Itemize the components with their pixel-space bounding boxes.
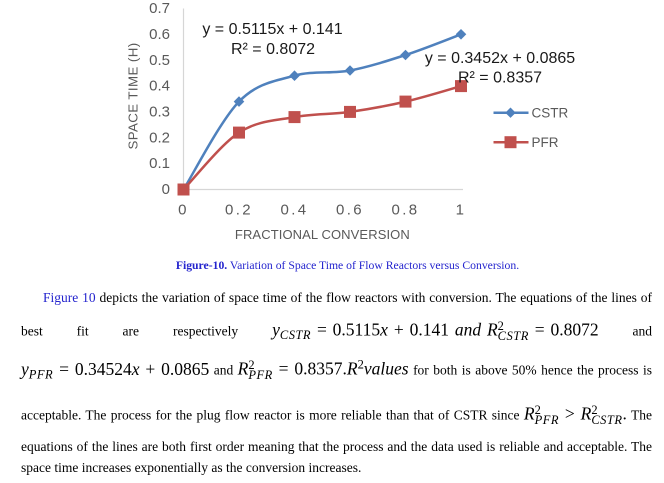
svg-text:0.1: 0.1 — [149, 155, 170, 172]
svg-text:0.3: 0.3 — [149, 104, 170, 121]
svg-text:0.5: 0.5 — [149, 52, 170, 69]
svg-text:PFR: PFR — [532, 135, 559, 150]
svg-text:0.7: 0.7 — [149, 0, 170, 17]
svg-text:0.2: 0.2 — [149, 129, 170, 146]
svg-text:0.6: 0.6 — [149, 26, 170, 43]
svg-text:y = 0.3452x + 0.0865: y = 0.3452x + 0.0865 — [425, 50, 575, 67]
svg-text:R² = 0.8357: R² = 0.8357 — [458, 70, 542, 87]
svg-text:FRACTIONAL CONVERSION: FRACTIONAL CONVERSION — [235, 227, 410, 242]
svg-text:R² = 0.8072: R² = 0.8072 — [231, 41, 315, 58]
svg-text:0: 0 — [178, 202, 189, 219]
svg-text:0.4: 0.4 — [280, 202, 308, 219]
svg-text:SPACE TIME (H): SPACE TIME (H) — [126, 42, 141, 149]
svg-text:0.8: 0.8 — [391, 202, 419, 219]
svg-text:0.4: 0.4 — [149, 78, 170, 95]
svg-text:0: 0 — [162, 181, 170, 198]
svg-text:0.6: 0.6 — [336, 202, 364, 219]
svg-text:0.2: 0.2 — [225, 202, 253, 219]
svg-text:y = 0.5115x + 0.141: y = 0.5115x + 0.141 — [202, 21, 342, 38]
svg-text:1: 1 — [456, 202, 467, 219]
svg-text:CSTR: CSTR — [532, 106, 569, 121]
